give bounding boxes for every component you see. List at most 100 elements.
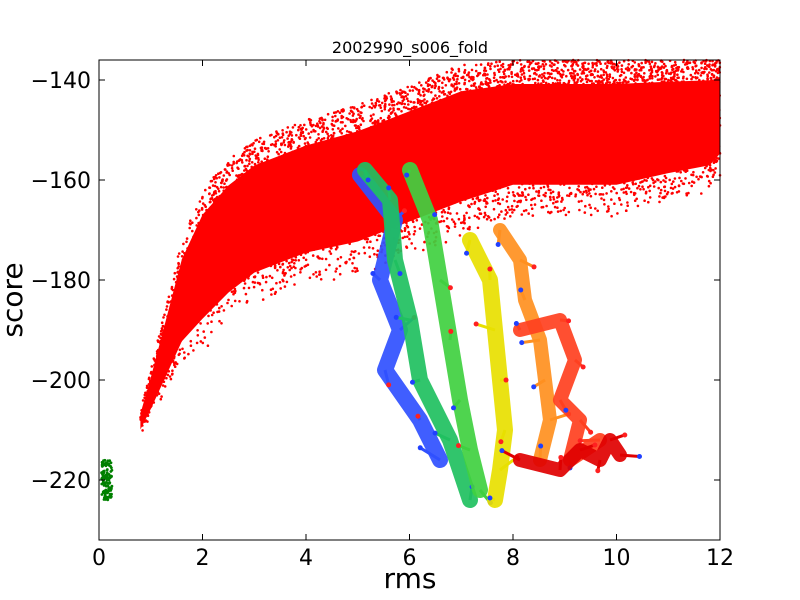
scatter-point [715,104,719,108]
scatter-point [199,256,202,259]
scatter-point [617,138,621,142]
scatter-point [418,132,421,136]
scatter-point [647,136,650,140]
scatter-point [645,146,649,150]
scatter-point [258,197,262,201]
scatter-point [204,216,208,220]
scatter-point [450,121,454,125]
scatter-point [626,163,629,167]
scatter-point [488,137,492,141]
scatter-point [326,172,329,176]
scatter-point [591,65,594,69]
scatter-point [458,192,462,196]
scatter-point [653,64,656,67]
scatter-point [317,243,320,246]
scatter-point [460,146,464,150]
scatter-point [404,91,407,94]
scatter-point [659,128,662,132]
scatter-point [183,252,186,255]
scatter-point [584,137,588,141]
scatter-point [317,229,321,233]
scatter-point [204,308,208,311]
scatter-point [663,142,667,145]
scatter-point [549,191,553,195]
scatter-point [584,141,587,144]
scatter-point [191,221,194,224]
scatter-point [432,187,436,191]
scatter-point [709,95,713,98]
scatter-point [618,78,621,82]
scatter-point [282,255,285,259]
scatter-point [323,180,327,184]
scatter-point [654,62,657,65]
scatter-point [600,111,604,114]
scatter-point [197,308,200,312]
scatter-point [617,141,621,144]
scatter-point [621,116,625,120]
scatter-point [259,195,263,199]
scatter-point [623,130,627,134]
scatter-point [274,209,278,213]
scatter-point [556,210,560,213]
scatter-point [470,84,473,87]
scatter-point [523,126,527,129]
scatter-point [560,173,564,177]
scatter-point [277,191,281,195]
scatter-point [599,62,602,65]
scatter-point [675,69,678,72]
scatter-point [498,142,501,145]
scatter-point [476,226,480,230]
scatter-point [215,185,219,189]
scatter-point [321,130,324,133]
scatter-point [578,68,582,71]
scatter-point [304,234,307,237]
scatter-point [425,163,428,167]
scatter-point [515,154,518,158]
scatter-point [404,95,408,98]
scatter-point [453,105,457,108]
scatter-point [251,150,254,154]
scatter-point [338,272,342,276]
scatter-point [631,174,635,177]
scatter-point [289,158,293,161]
scatter-point [222,206,226,210]
scatter-point [357,252,361,255]
scatter-point [334,181,338,185]
scatter-point [685,95,688,98]
scatter-point [529,179,532,182]
scatter-point [702,124,705,127]
scatter-point [563,206,566,210]
scatter-point [214,259,217,262]
scatter-point [470,149,474,153]
scatter-point [687,97,691,100]
scatter-point [688,130,692,134]
scatter-point [306,145,310,149]
scatter-point [457,98,460,102]
scatter-point [470,135,473,139]
scatter-point [509,126,513,130]
scatter-point [167,370,171,373]
scatter-point [453,114,456,117]
scatter-point [592,187,596,191]
scatter-point [574,123,577,126]
scatter-point [668,178,671,182]
scatter-point [198,233,201,237]
scatter-point [505,93,509,97]
scatter-point [241,262,245,265]
scatter-point [304,196,308,200]
scatter-point [257,187,261,191]
scatter-point [549,107,552,110]
scatter-point [574,118,578,121]
scatter-point [293,123,297,127]
scatter-point [414,114,417,117]
scatter-point [350,250,354,253]
scatter-point [326,136,330,140]
scatter-point [624,94,627,97]
scatter-point [209,265,213,268]
scatter-point [450,71,453,74]
scatter-point [593,100,597,104]
scatter-point [493,113,497,117]
scatter-point [349,253,353,256]
scatter-point [572,97,575,100]
scatter-point [282,193,286,196]
